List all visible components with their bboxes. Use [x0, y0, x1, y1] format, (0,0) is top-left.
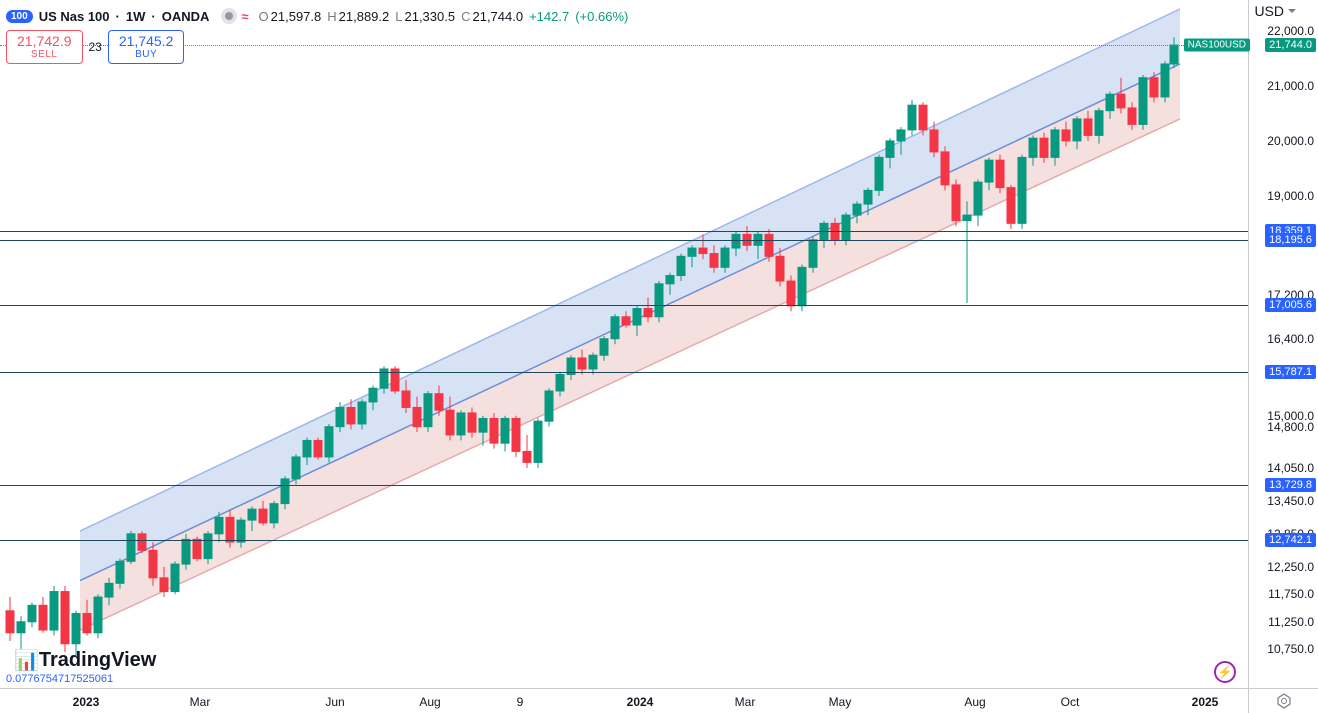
change-value: +142.7: [529, 9, 569, 24]
price-tick: 14,050.0: [1267, 461, 1314, 475]
level-label: 18,195.6: [1265, 233, 1316, 247]
axis-settings-button[interactable]: [1248, 688, 1318, 713]
price-tick: 10,750.0: [1267, 642, 1314, 656]
time-tick: May: [829, 695, 852, 709]
chart-area[interactable]: [0, 0, 1248, 688]
buy-label: BUY: [119, 49, 174, 61]
chart-svg: [0, 0, 1248, 688]
dot-sep: ·: [151, 9, 155, 24]
interval-label[interactable]: 1W: [126, 9, 146, 24]
sell-price: 21,742.9: [17, 33, 72, 49]
time-tick: Jun: [325, 695, 344, 709]
spread-value: 23: [89, 40, 102, 54]
time-axis[interactable]: 2023 Mar Jun Aug 9 2024 Mar May Aug Oct 2025: [0, 688, 1248, 713]
level-label: 15,787.1: [1265, 365, 1316, 379]
dot-sep: ·: [116, 9, 120, 24]
symbol-price-tag: NAS100USD: [1184, 39, 1250, 52]
snapshot-icon[interactable]: ⚡: [1214, 661, 1236, 683]
time-tick: Mar: [735, 695, 756, 709]
quote-row: 21,742.9 SELL 23 21,745.2 BUY: [6, 30, 184, 64]
price-tick: 21,000.0: [1267, 79, 1314, 93]
current-price-label: 21,744.0: [1265, 38, 1316, 52]
time-tick: 2024: [627, 695, 654, 709]
price-tick: 19,000.0: [1267, 189, 1314, 203]
price-tick: 22,000.0: [1267, 24, 1314, 38]
ohlc-readout: O21,597.8 H21,889.2 L21,330.5 C21,744.0 …: [259, 9, 629, 24]
time-tick: Mar: [190, 695, 211, 709]
price-tick: 13,450.0: [1267, 494, 1314, 508]
truncated-indicator-value: 0.0776754717525061: [6, 673, 113, 685]
change-pct: (+0.66%): [575, 9, 628, 24]
price-tick: 20,000.0: [1267, 134, 1314, 148]
level-label: 13,729.8: [1265, 478, 1316, 492]
time-tick: 9: [517, 695, 524, 709]
time-tick: Oct: [1061, 695, 1080, 709]
buy-button[interactable]: 21,745.2 BUY: [108, 30, 185, 64]
broker-label: OANDA: [162, 9, 210, 24]
time-tick: 2023: [73, 695, 100, 709]
time-tick: Aug: [419, 695, 440, 709]
time-tick: Aug: [964, 695, 985, 709]
sell-label: SELL: [17, 49, 72, 61]
level-label: 17,005.6: [1265, 298, 1316, 312]
price-tick: 16,400.0: [1267, 332, 1314, 346]
time-tick: 2025: [1192, 695, 1219, 709]
price-tick: 14,800.0: [1267, 420, 1314, 434]
price-tick: 12,250.0: [1267, 560, 1314, 574]
buy-price: 21,745.2: [119, 33, 174, 49]
level-label: 12,742.1: [1265, 533, 1316, 547]
symbol-name[interactable]: US Nas 100: [39, 9, 110, 24]
market-status-icon: [221, 8, 237, 24]
tradingview-logo: 📊 TradingView: [14, 648, 156, 673]
tv-glyph-icon: 📊: [14, 648, 37, 673]
chart-header: 100 US Nas 100 · 1W · OANDA ≈ O21,597.8 …: [6, 4, 1238, 28]
sell-button[interactable]: 21,742.9 SELL: [6, 30, 83, 64]
symbol-badge-icon: 100: [6, 10, 33, 23]
price-tick: 11,750.0: [1268, 587, 1314, 601]
price-axis[interactable]: 22,000.021,000.020,000.019,000.017,200.0…: [1248, 0, 1318, 688]
price-tick: 11,250.0: [1268, 615, 1314, 629]
approx-icon: ≈: [241, 9, 248, 24]
currency-select[interactable]: USD: [1254, 3, 1296, 19]
